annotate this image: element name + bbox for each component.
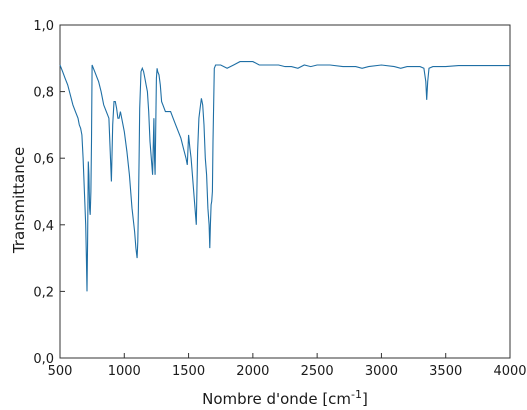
y-axis-title: Transmittance [10,147,28,254]
y-tick-label: 1,0 [33,19,54,34]
x-tick-label: 3500 [429,364,462,379]
y-axis-ticks: 0,0 0,2 0,4 0,6 0,8 1,0 [33,19,65,367]
x-axis-title-main: Nombre d'onde [cm [202,390,351,408]
x-tick-label: 2500 [301,364,334,379]
x-axis-title-close: ] [362,390,368,408]
x-axis-ticks: 500 1000 1500 2000 2500 3000 3500 4000 [48,353,527,379]
x-tick-label: 1500 [172,364,205,379]
y-tick-label: 0,0 [33,352,54,367]
x-tick-label: 3000 [365,364,398,379]
x-tick-label: 1000 [108,364,141,379]
plot-frame [59,24,511,359]
y-tick-label: 0,8 [33,86,54,101]
y-tick-label: 0,2 [33,285,54,300]
x-tick-label: 4000 [493,364,526,379]
x-tick-label: 500 [48,364,73,379]
transmittance-series-line [59,61,510,292]
x-tick-label: 2000 [236,364,269,379]
y-tick-label: 0,6 [33,152,54,167]
y-tick-label: 0,4 [33,219,54,234]
x-axis-title-superscript: -1 [351,388,362,401]
x-axis-title: Nombre d'onde [cm-1] [202,388,368,408]
